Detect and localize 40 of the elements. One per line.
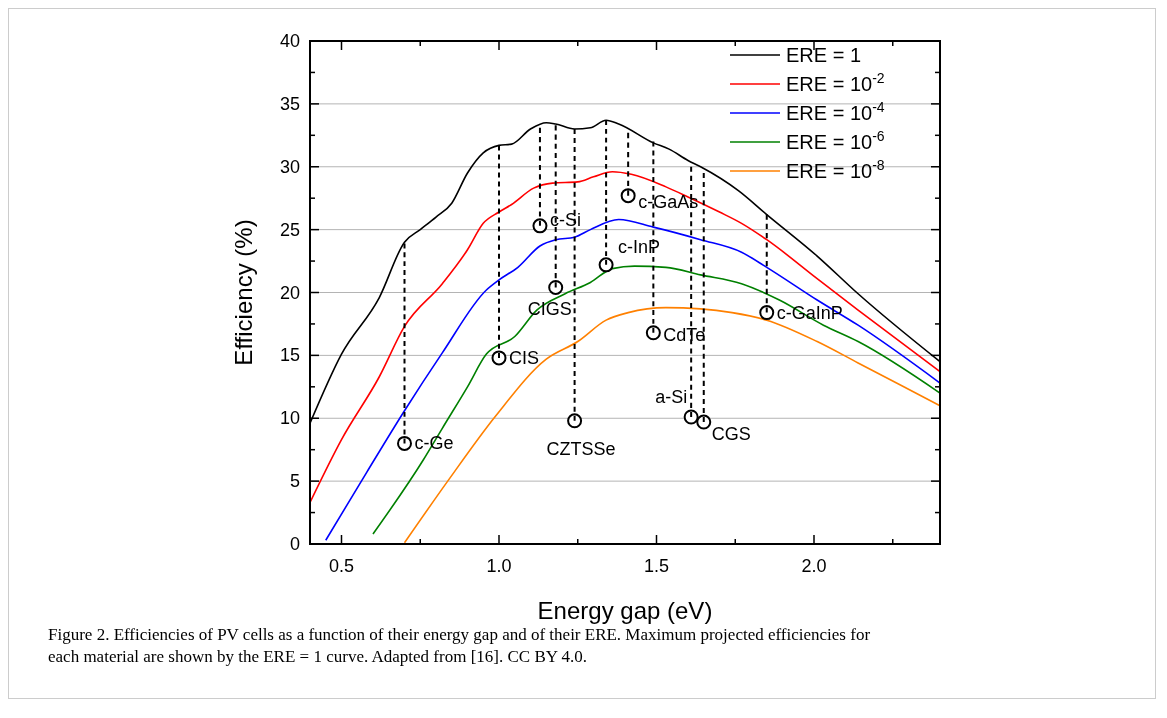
annotation: CZTSSe [546, 438, 616, 459]
x-tick-label: 0.5 [328, 556, 355, 576]
point [696, 414, 712, 430]
annotation: CGS [711, 424, 751, 445]
legend-label: ERE = 10$^{-6}$ [786, 128, 885, 153]
annotation: c-GaAs [638, 191, 699, 212]
point [548, 279, 564, 295]
y-tick-label: 30 [279, 156, 300, 177]
y-tick-label: 0 [289, 534, 300, 554]
y-tick-label: 20 [279, 282, 300, 303]
legend-label: ERE = 10$^{-2}$ [786, 70, 885, 95]
point [567, 413, 583, 429]
annotation: CIS [509, 347, 540, 368]
x-tick-label: 2.0 [801, 556, 827, 576]
point [683, 409, 699, 425]
legend-label: ERE = 1 [786, 44, 862, 66]
point [491, 350, 507, 366]
y-tick-label: 25 [279, 219, 300, 240]
legend-label: ERE = 10$^{-8}$ [786, 157, 885, 182]
x-tick-label: 1.0 [486, 556, 512, 576]
point [759, 305, 775, 321]
point [397, 435, 412, 451]
point [620, 188, 636, 204]
y-axis-title: Efficiency (%) [230, 219, 257, 366]
point [598, 257, 614, 273]
x-axis-title: Energy gap (eV) [537, 597, 713, 624]
y-tick-label: 10 [279, 408, 300, 429]
annotation: CdTe [663, 324, 706, 345]
caption: Figure 2. Efficiencies of PV cells as a function of their energy gap and of their ERE. Maximum projected efficiencies for each material are shown by the ERE = 1 curve. Adapted from [16]. CC BY 4.0. [48, 625, 871, 666]
y-tick-label: 40 [279, 31, 300, 51]
point [645, 325, 661, 341]
point [532, 218, 548, 234]
annotation: a-Si [655, 386, 688, 407]
x-tick-label: 1.5 [643, 556, 670, 576]
annotation: c-Si [549, 209, 581, 230]
annotation: c-InP [618, 236, 661, 257]
y-tick-label: 15 [279, 345, 300, 366]
legend-label: ERE = 10$^{-4}$ [786, 99, 885, 124]
y-tick-label: 35 [279, 93, 300, 114]
y-tick-label: 5 [289, 471, 300, 492]
